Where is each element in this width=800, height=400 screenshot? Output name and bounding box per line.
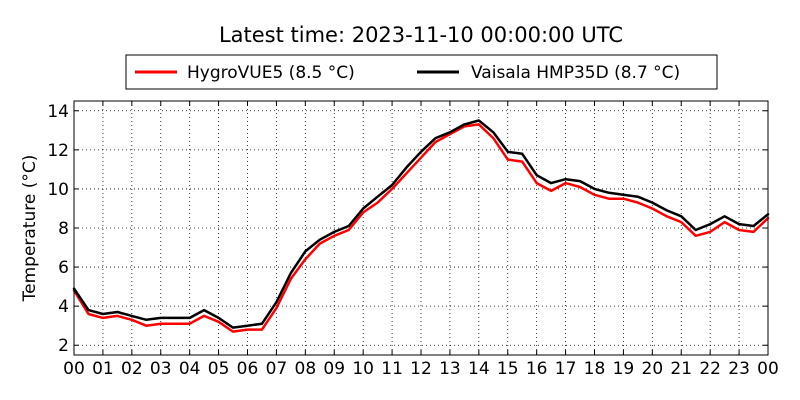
x-tick-label: 13 [439,359,461,379]
x-tick-label: 10 [352,359,374,379]
y-tick-label: 4 [58,297,69,317]
plot-frame [73,100,769,356]
legend: HygroVUE5 (8.5 °C) Vaisala HMP35D (8.7 °… [125,54,718,90]
chart-title: Latest time: 2023-11-10 00:00:00 UTC [219,23,623,47]
y-tick-label: 10 [47,180,69,200]
x-tick-label: 06 [237,359,259,379]
y-tick-label: 8 [58,219,69,239]
x-tick-label: 05 [208,359,230,379]
x-tick-label: 04 [179,359,201,379]
x-tick-label: 23 [728,359,750,379]
x-tick-label: 20 [642,359,664,379]
y-tick-label: 12 [47,141,69,161]
x-tick-label: 00 [757,359,779,379]
x-tick-label: 17 [555,359,577,379]
legend-label-hygrovue5: HygroVUE5 (8.5 °C) [187,63,355,83]
y-tick-label: 6 [58,258,69,278]
x-tick-label: 14 [468,359,490,379]
y-tick-label: 14 [47,102,69,122]
x-tick-label: 16 [526,359,548,379]
x-tick-label: 08 [295,359,317,379]
legend-label-vaisala: Vaisala HMP35D (8.7 °C) [471,63,680,83]
series-line-vaisala [72,119,770,329]
series-lines [72,119,770,333]
x-tick-label: 19 [613,359,635,379]
y-axis-label: Temperature (°C) [20,155,40,303]
x-tick-label: 01 [92,359,114,379]
x-tick-label: 07 [266,359,288,379]
x-tick-label: 09 [323,359,345,379]
x-tick-label: 11 [381,359,403,379]
x-tick-label: 03 [150,359,172,379]
x-tick-label: 02 [121,359,143,379]
x-tick-label: 15 [497,359,519,379]
axis-ticks: 00 01 02 03 04 05 06 07 08 09 10 11 12 13 14 15 16 17 18 19… [47,101,779,379]
x-tick-label: 18 [584,359,606,379]
x-tick-label: 12 [410,359,432,379]
series-line-hygrovue5 [72,123,770,333]
y-tick-label: 2 [58,336,69,356]
x-tick-label: 21 [670,359,692,379]
x-tick-label: 22 [699,359,721,379]
x-tick-label: 00 [63,359,85,379]
